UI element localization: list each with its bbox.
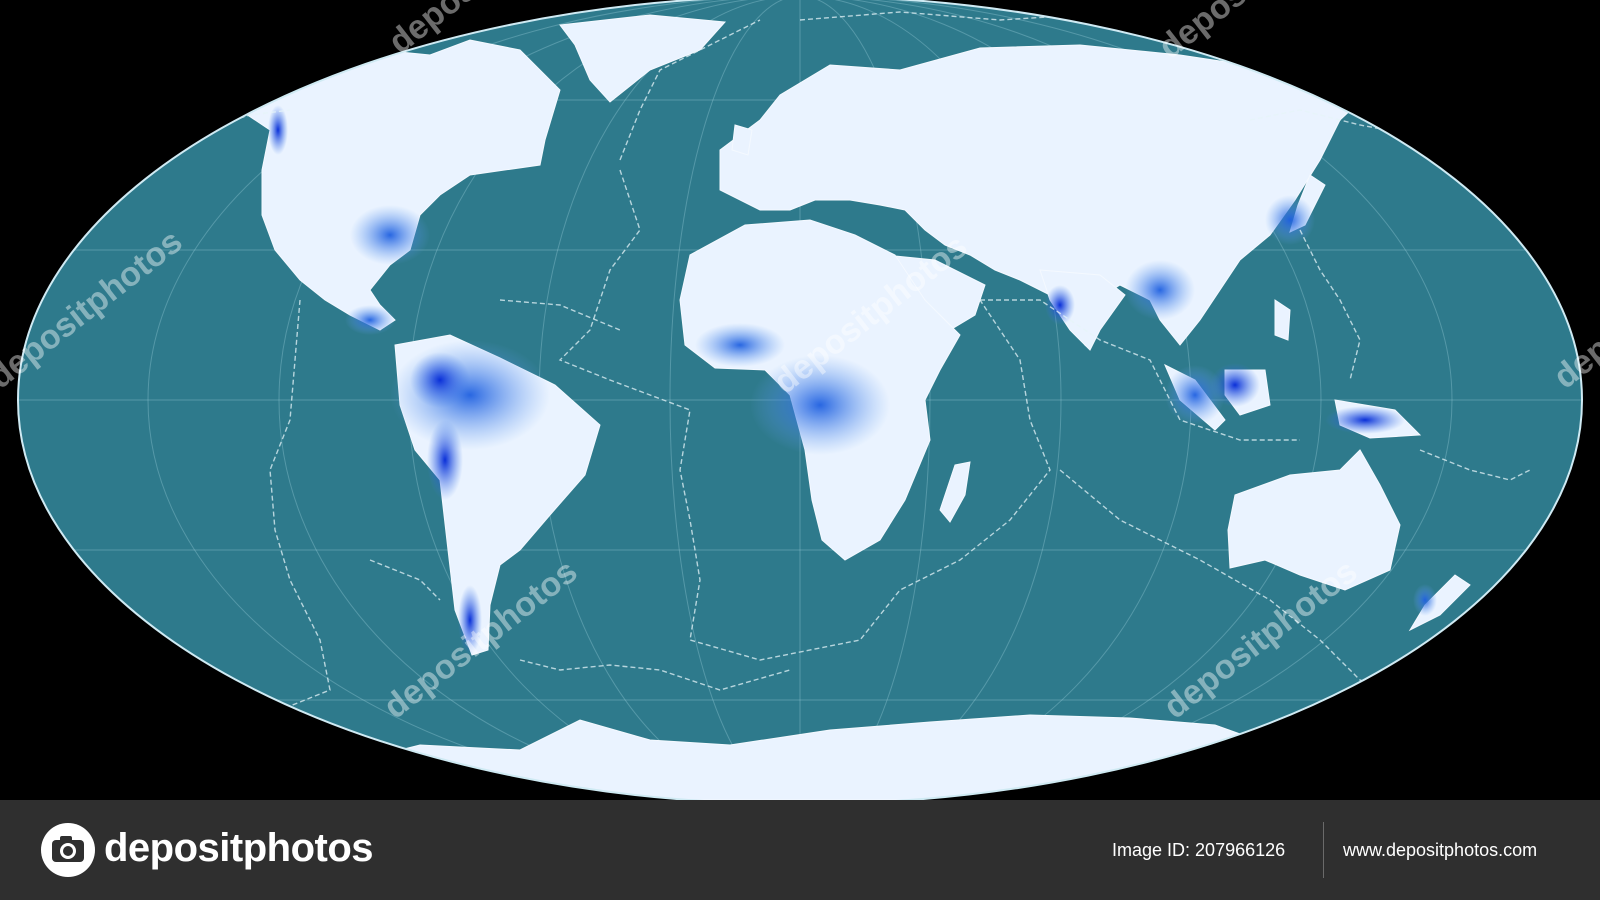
philippines [1274, 299, 1291, 341]
madagascar [939, 461, 971, 523]
precipitation-overlay [268, 105, 1437, 655]
globe-outline [17, 0, 1583, 800]
image-id: Image ID: 207966126 [1112, 838, 1285, 862]
camera-logo-icon [41, 823, 95, 877]
image-id-label: Image ID: [1112, 840, 1191, 860]
footer-divider [1323, 822, 1324, 878]
british-isles [731, 124, 753, 156]
map-area: depositphotos depositphotos depositphoto… [0, 0, 1600, 800]
landmasses [188, 14, 1471, 800]
eurasia [719, 44, 1372, 347]
australia [1227, 449, 1401, 591]
site-url-link[interactable]: www.depositphotos.com [1343, 840, 1538, 860]
brand-name: depositphotos [104, 826, 374, 870]
footer-bar: depositphotos Image ID: 207966126 www.de… [0, 800, 1600, 900]
world-map: depositphotos depositphotos depositphoto… [0, 0, 1600, 800]
watermark-text: depositphotos [1152, 0, 1360, 66]
image-id-value: 207966126 [1195, 840, 1286, 860]
greenland [559, 14, 727, 103]
